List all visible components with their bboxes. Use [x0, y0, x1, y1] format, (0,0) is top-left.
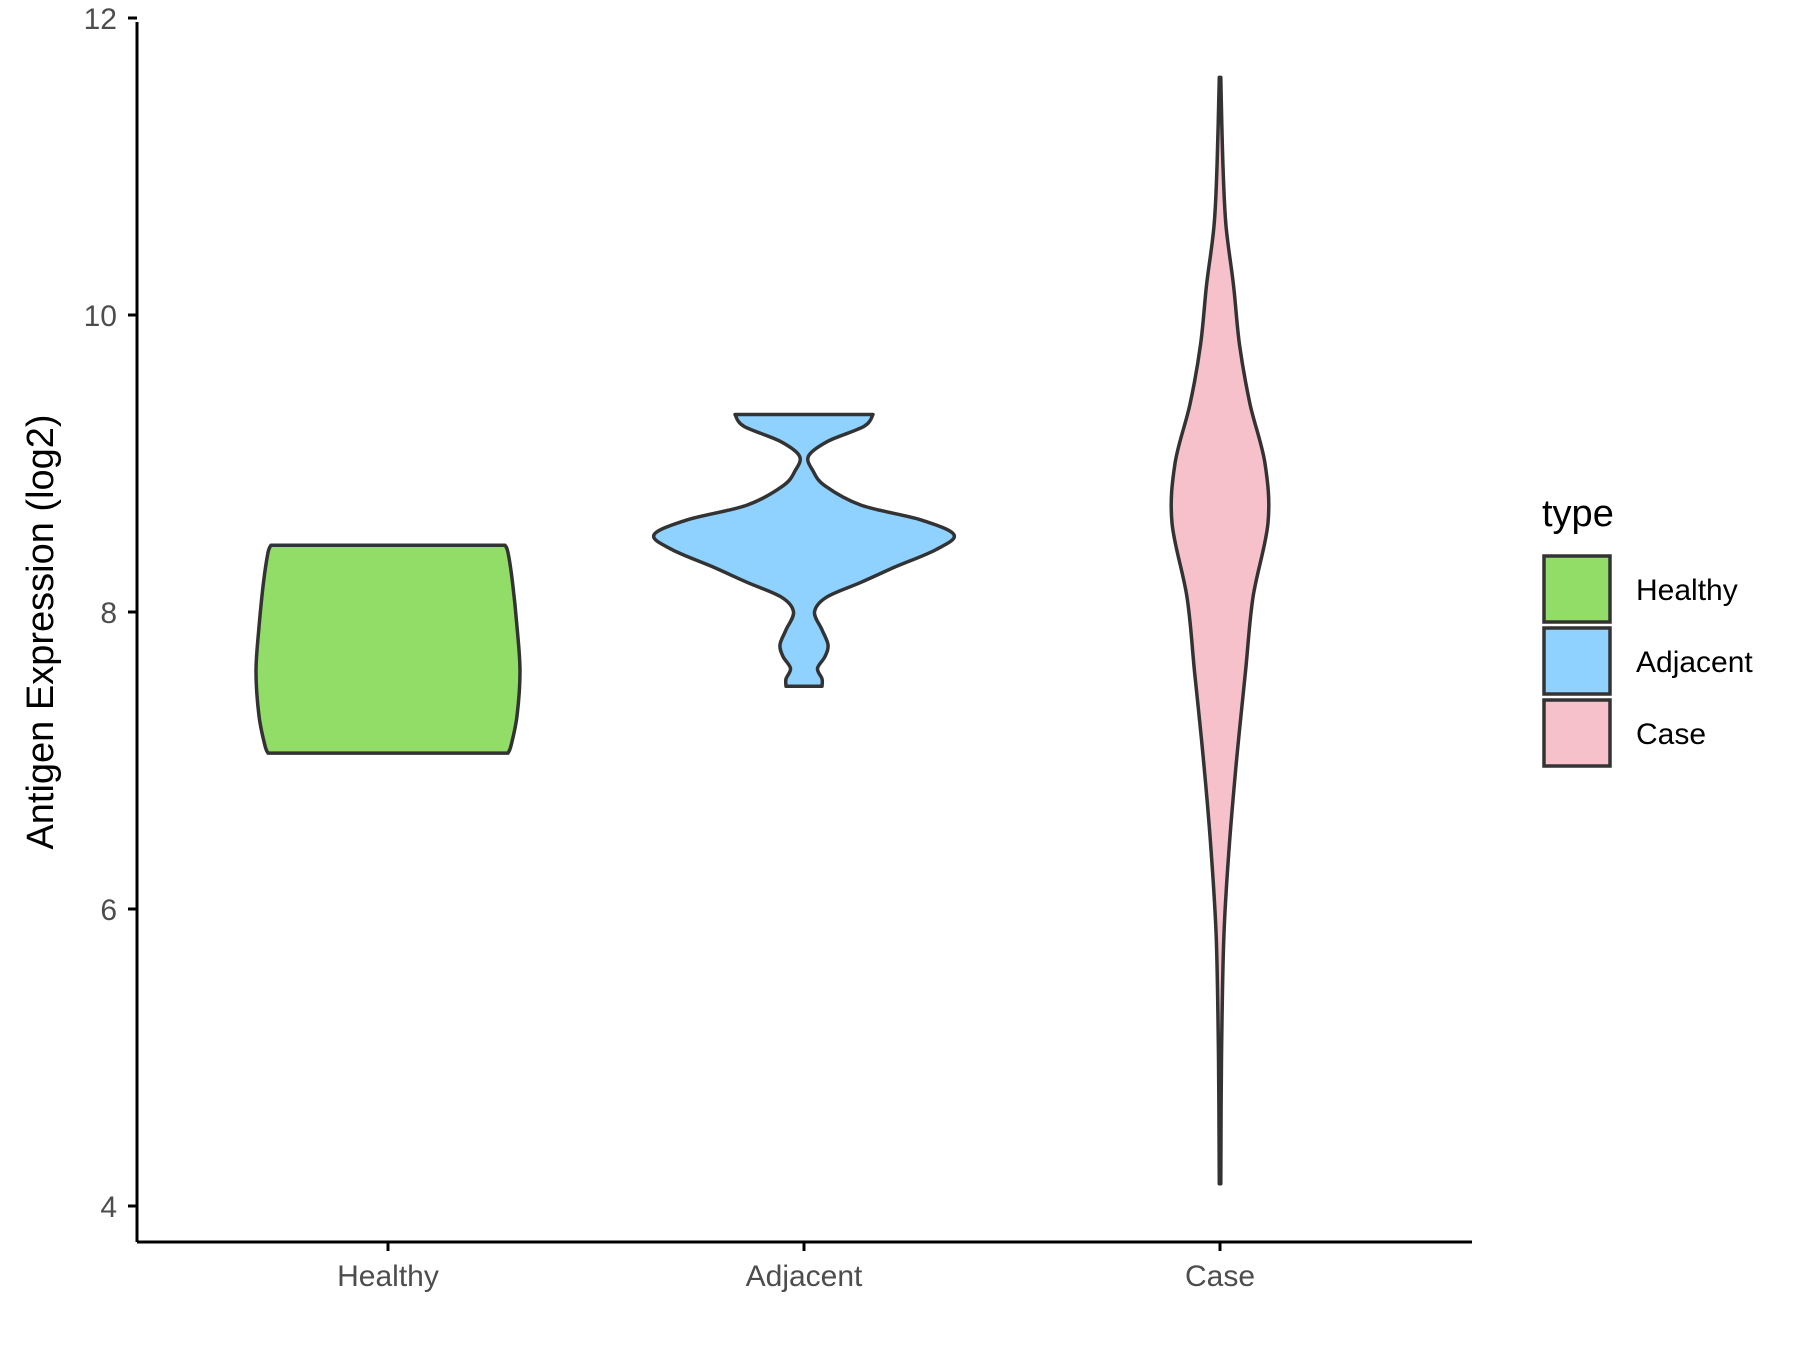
- legend-label: Adjacent: [1636, 646, 1753, 679]
- x-tick-label: Case: [1185, 1260, 1255, 1293]
- violin-case: [1169, 75, 1271, 1186]
- y-ticks: 4 6 8 10 12: [84, 3, 137, 1224]
- violin-healthy: [254, 543, 522, 755]
- legend-label: Healthy: [1636, 574, 1738, 607]
- legend-title: type: [1542, 493, 1614, 535]
- violin-layer: [254, 75, 1271, 1186]
- x-ticks: Healthy Adjacent Case: [337, 1242, 1255, 1293]
- y-tick-label: 10: [84, 300, 117, 333]
- x-tick-label: Healthy: [337, 1260, 439, 1293]
- legend-swatch-healthy: [1542, 554, 1612, 624]
- legend: type Healthy Adjacent Case: [1542, 493, 1753, 768]
- y-axis-title: Antigen Expression (log2): [20, 414, 62, 849]
- y-tick-label: 12: [84, 3, 117, 36]
- y-tick-label: 4: [100, 1191, 117, 1224]
- y-tick-label: 8: [100, 597, 117, 630]
- legend-swatch-adjacent: [1542, 626, 1612, 696]
- y-tick-label: 6: [100, 894, 117, 927]
- legend-swatch-case: [1542, 698, 1612, 768]
- violin-adjacent: [651, 412, 957, 689]
- x-tick-label: Adjacent: [746, 1260, 863, 1293]
- legend-label: Case: [1636, 718, 1706, 751]
